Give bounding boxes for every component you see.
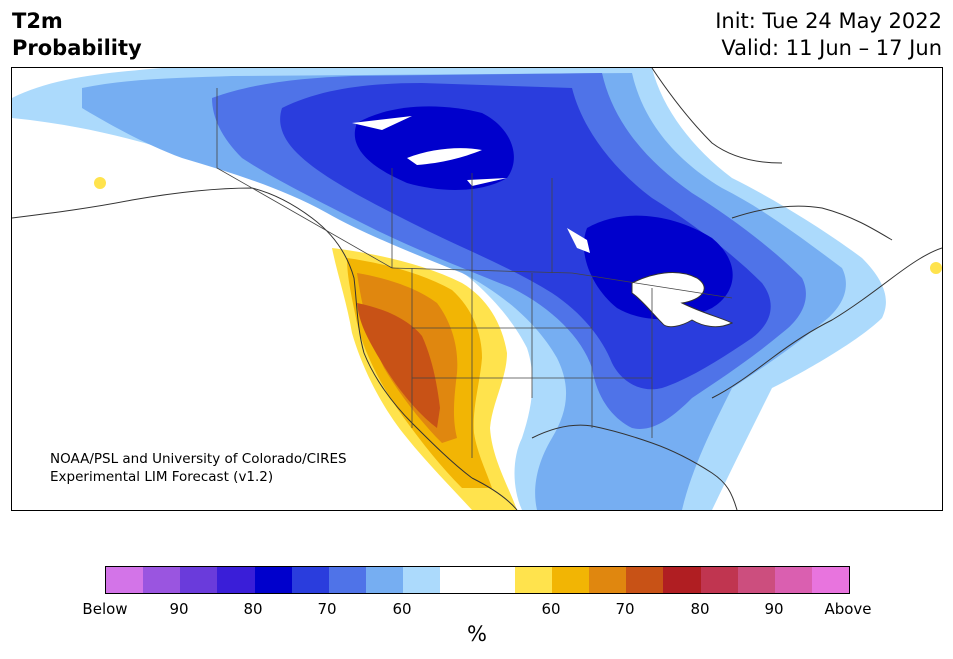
credit-line-2: Experimental LIM Forecast (v1.2): [50, 469, 274, 485]
colorbar-segment-13: [589, 567, 627, 593]
above-60-spot-alaska: [94, 177, 106, 189]
colorbar-segment-6: [328, 567, 367, 593]
colorbar-segment-5: [291, 567, 329, 593]
colorbar-segment-19: [811, 567, 850, 593]
init-date-label: Init: Tue 24 May 2022: [715, 9, 942, 33]
tick-below-80: 80: [243, 600, 263, 618]
tick-below: Below: [82, 600, 128, 618]
colorbar-segment-3: [217, 567, 255, 593]
tick-above-60: 60: [541, 600, 561, 618]
credit-line-1: NOAA/PSL and University of Colorado/CIRE…: [50, 451, 347, 467]
tick-above-80: 80: [690, 600, 710, 618]
forecast-map: NOAA/PSL and University of Colorado/CIRE…: [11, 67, 943, 511]
colorbar-segment-16: [700, 567, 738, 593]
colorbar-segment-14: [626, 567, 664, 593]
tick-above-90: 90: [764, 600, 784, 618]
colorbar-segment-10: [477, 567, 515, 593]
coastlines: [12, 68, 942, 510]
credit-text: NOAA/PSL and University of Colorado/CIRE…: [50, 450, 347, 486]
variable-label: T2m: [12, 9, 63, 33]
colorbar-segment-9: [440, 567, 478, 593]
map-title-right: Init: Tue 24 May 2022 Valid: 11 Jun – 17…: [715, 8, 942, 62]
colorbar: [105, 566, 850, 594]
tick-below-60: 60: [392, 600, 412, 618]
tick-above-70: 70: [615, 600, 635, 618]
colorbar-segment-0: [106, 567, 144, 593]
colorbar-segment-11: [514, 567, 552, 593]
colorbar-segment-18: [774, 567, 812, 593]
tick-below-70: 70: [317, 600, 337, 618]
colorbar-segment-4: [254, 567, 292, 593]
map-title-left: T2m Probability: [12, 8, 142, 62]
above-60-spot-east: [930, 262, 942, 274]
valid-range-label: Valid: 11 Jun – 17 Jun: [721, 36, 942, 60]
colorbar-segment-15: [663, 567, 701, 593]
colorbar-segment-7: [366, 567, 404, 593]
above-80-region: [357, 303, 440, 428]
tick-above: Above: [824, 600, 872, 618]
political-borders: [216, 88, 733, 458]
colorbar-segment-2: [180, 567, 218, 593]
northern-lakes: [352, 116, 590, 253]
colorbar-segment-12: [551, 567, 590, 593]
colorbar-unit-label: %: [467, 622, 487, 646]
colorbar-segment-1: [143, 567, 181, 593]
colorbar-segment-8: [403, 567, 441, 593]
map-canvas: [12, 68, 942, 510]
below-90-core-north: [354, 106, 514, 190]
quantity-label: Probability: [12, 36, 142, 60]
tick-below-90: 90: [169, 600, 189, 618]
colorbar-segment-17: [737, 567, 775, 593]
